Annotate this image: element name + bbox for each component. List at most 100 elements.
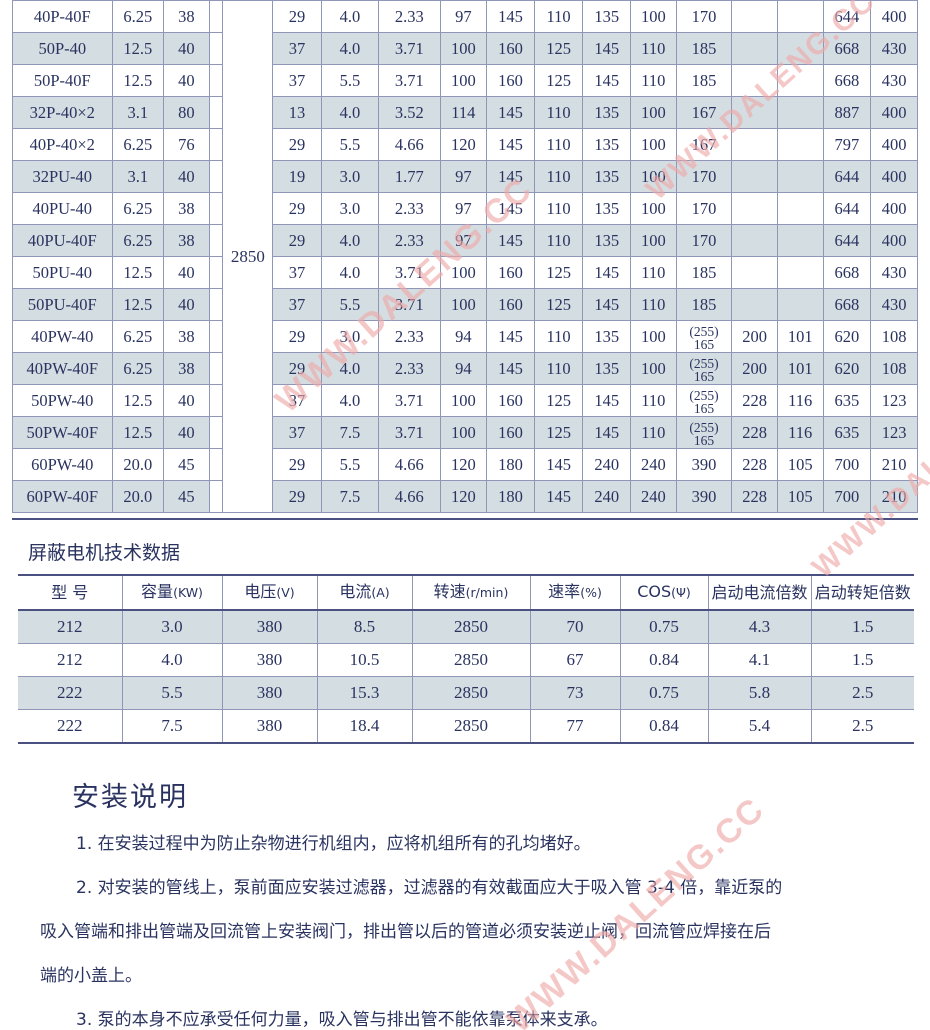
pump-data-cell: 180 xyxy=(486,480,535,513)
table-row: 40PW-40 6.25 38 29 3.0 2.33 94 145 110 135 100 (255… xyxy=(12,320,918,353)
pump-data-cell: 6.25 xyxy=(111,224,165,257)
instruction-line: 1. 在安装过程中为防止杂物进行机组内，应将机组所有的孔均堵好。 xyxy=(76,834,591,854)
pump-model-cell: 40PW-40 xyxy=(12,320,113,353)
pump-data-cell: 620 xyxy=(822,320,872,353)
motor-data-cell: 380 xyxy=(221,676,318,710)
pump-data-cell: 12.5 xyxy=(111,64,165,97)
pump-data-cell xyxy=(731,0,778,33)
pump-data-cell: 116 xyxy=(776,384,824,417)
table-spacer-cell xyxy=(208,288,224,321)
pump-data-cell: 797 xyxy=(822,128,872,161)
pump-data-cell: 145 xyxy=(486,0,535,33)
pump-data-cell: 145 xyxy=(582,32,632,65)
pump-data-cell xyxy=(776,160,824,193)
motor-data-cell: 0.75 xyxy=(619,676,709,710)
pump-data-cell: 94 xyxy=(439,352,488,385)
table-row: 212 3.0 380 8.5 2850 70 0.75 4.3 1.5 xyxy=(18,610,914,644)
table-row: 40PW-40F 6.25 38 29 4.0 2.33 94 145 110 135 100 (25… xyxy=(12,352,918,385)
pump-data-cell: 210 xyxy=(870,480,918,513)
motor-column-header: 速率(%) xyxy=(529,574,621,611)
pump-data-cell: 644 xyxy=(822,160,872,193)
pump-data-cell: 29 xyxy=(272,320,322,353)
table-spacer-cell xyxy=(208,128,224,161)
pump-data-cell: 29 xyxy=(272,448,322,481)
pump-data-cell: 145 xyxy=(486,96,535,129)
pump-data-cell: 3.0 xyxy=(320,320,380,353)
pump-data-cell: 635 xyxy=(822,384,872,417)
pump-data-cell: 29 xyxy=(272,192,322,225)
motor-data-cell: 2850 xyxy=(411,610,531,644)
pump-data-cell: 12.5 xyxy=(111,32,165,65)
column-unit: (A) xyxy=(371,585,390,600)
motor-data-cell: 212 xyxy=(18,610,123,644)
motor-column-header: 型 号 xyxy=(18,574,123,611)
pump-data-cell: 76 xyxy=(163,128,210,161)
pump-data-cell: 4.0 xyxy=(320,224,380,257)
table-spacer-cell xyxy=(208,224,224,257)
pump-model-cell: 32PU-40 xyxy=(12,160,113,193)
pump-data-cell: 105 xyxy=(776,480,824,513)
table-spacer-cell xyxy=(208,96,224,129)
motor-data-cell: 4.3 xyxy=(707,610,812,644)
pump-data-cell: 40 xyxy=(163,256,210,289)
pump-data-cell: 240 xyxy=(630,448,677,481)
motor-data-cell: 222 xyxy=(18,676,123,710)
pump-data-cell: 228 xyxy=(731,416,778,449)
motor-data-cell: 222 xyxy=(18,709,123,744)
pump-data-cell: 97 xyxy=(439,224,488,257)
pump-data-cell: 210 xyxy=(870,448,918,481)
pump-data-cell: 110 xyxy=(533,96,584,129)
pump-data-cell: 3.0 xyxy=(320,160,380,193)
pump-data-cell: (255) 165 xyxy=(675,320,733,353)
pump-data-cell: 430 xyxy=(870,32,918,65)
pump-data-cell: 240 xyxy=(630,480,677,513)
pump-model-cell: 60PW-40F xyxy=(12,480,113,513)
pump-data-cell: 6.25 xyxy=(111,128,165,161)
pump-data-cell xyxy=(776,32,824,65)
column-unit: (r/min) xyxy=(465,585,509,600)
pump-model-cell: 50P-40 xyxy=(12,32,113,65)
pump-data-cell: 145 xyxy=(486,160,535,193)
motor-data-cell: 3.0 xyxy=(121,610,223,644)
pump-data-cell: 1.77 xyxy=(378,160,441,193)
table-row: 50PW-40F 12.5 40 37 7.5 3.71 100 160 125 145 110 (2… xyxy=(12,416,918,449)
pump-data-cell: 45 xyxy=(163,480,210,513)
pump-data-cell: 160 xyxy=(486,416,535,449)
pump-data-cell: 4.66 xyxy=(378,128,441,161)
pump-data-cell: 29 xyxy=(272,352,322,385)
table-row: 40PU-40F 6.25 38 29 4.0 2.33 97 145 110 135 100 170… xyxy=(12,224,918,257)
pump-model-cell: 40PU-40F xyxy=(12,224,113,257)
pump-model-cell: 40P-40×2 xyxy=(12,128,113,161)
pump-data-cell: 135 xyxy=(582,192,632,225)
pump-data-cell: 19 xyxy=(272,160,322,193)
pump-data-cell: 160 xyxy=(486,384,535,417)
pump-data-cell: 145 xyxy=(486,352,535,385)
pump-data-cell: 135 xyxy=(582,160,632,193)
table-row: 50P-40F 12.5 40 37 5.5 3.71 100 160 125 145 110 185… xyxy=(12,64,918,97)
pump-model-cell: 50PU-40F xyxy=(12,288,113,321)
pump-data-cell: 100 xyxy=(630,352,677,385)
pump-data-cell: 228 xyxy=(731,384,778,417)
pump-model-cell: 40PW-40F xyxy=(12,352,113,385)
pump-data-cell: 4.0 xyxy=(320,32,380,65)
pump-data-cell: 390 xyxy=(675,480,733,513)
pump-data-cell: 400 xyxy=(870,160,918,193)
pump-data-cell: 12.5 xyxy=(111,256,165,289)
pump-data-cell: 101 xyxy=(776,320,824,353)
motor-column-header: 转速(r/min) xyxy=(411,574,531,611)
pump-data-cell: 125 xyxy=(533,384,584,417)
pump-data-cell: 40 xyxy=(163,64,210,97)
pump-data-cell xyxy=(731,224,778,257)
motor-column-header: COS(Ψ) xyxy=(619,574,709,611)
pump-data-cell: 110 xyxy=(630,64,677,97)
pump-data-cell: 644 xyxy=(822,224,872,257)
pump-speed-merged-cell: 2850 xyxy=(222,0,274,513)
pump-data-cell: 145 xyxy=(486,192,535,225)
stacked-value: (255) 165 xyxy=(689,420,719,448)
pump-data-cell: 100 xyxy=(630,160,677,193)
pump-data-cell: 240 xyxy=(582,448,632,481)
motor-data-cell: 15.3 xyxy=(316,676,413,710)
pump-data-cell: 6.25 xyxy=(111,192,165,225)
pump-data-cell: 29 xyxy=(272,0,322,33)
